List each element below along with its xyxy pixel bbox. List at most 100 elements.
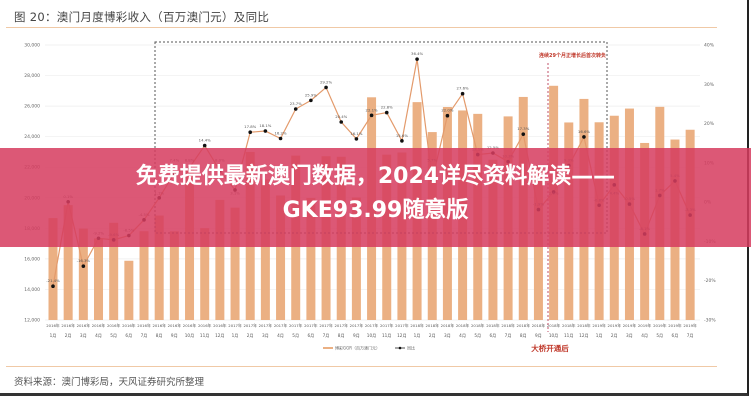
yoy-data-label: 23.7%: [290, 101, 302, 106]
x-tick-year: 2016年: [152, 323, 166, 328]
left-axis-tick: 26,000: [24, 104, 40, 110]
bar-2016年4月: [94, 238, 104, 320]
x-tick-month: 11月: [382, 333, 392, 339]
yoy-point: [521, 132, 526, 136]
yoy-data-label: 36.4%: [411, 51, 423, 56]
right-axis-tick: -20%: [704, 278, 716, 284]
x-tick-month: 2月: [611, 333, 618, 339]
x-tick-year: 2017年: [319, 323, 333, 328]
x-tick-month: 2月: [429, 333, 436, 339]
yoy-data-label: 20.4%: [335, 114, 347, 119]
yoy-data-label: -21.4%: [46, 278, 60, 283]
bar-2016年12月: [215, 199, 225, 320]
x-tick-month: 1月: [414, 333, 421, 339]
x-tick-year: 2017年: [365, 323, 379, 328]
x-tick-year: 2017年: [243, 323, 257, 328]
x-tick-month: 9月: [353, 333, 360, 339]
x-tick-month: 11月: [200, 333, 210, 339]
x-tick-year: 2017年: [395, 323, 409, 328]
yoy-point: [51, 284, 55, 289]
yoy-data-label: 17.3%: [517, 126, 529, 131]
x-tick-year: 2018年: [532, 323, 546, 328]
x-tick-month: 5月: [110, 333, 117, 339]
yoy-data-label: 16.2%: [275, 131, 287, 136]
bar-2017年9月: [351, 197, 361, 320]
x-tick-year: 2016年: [198, 323, 212, 328]
x-tick-month: 12月: [215, 333, 225, 339]
bar-2016年3月: [78, 228, 88, 320]
yoy-data-label: 14.4%: [199, 138, 211, 143]
overlay-line-2: GKE93.99随意版: [282, 198, 469, 223]
yoy-point: [582, 135, 586, 139]
x-tick-year: 2018年: [577, 323, 591, 328]
left-axis-tick: 28,000: [24, 73, 40, 79]
x-tick-year: 2017年: [380, 323, 394, 328]
x-tick-month: 11月: [564, 333, 574, 339]
x-tick-year: 2018年: [410, 323, 424, 328]
yoy-data-label: 25.9%: [305, 92, 317, 97]
annotation-bridge-note: 大桥开通后: [531, 343, 569, 353]
x-tick-year: 2019年: [638, 323, 652, 328]
footer-divider: [6, 366, 717, 367]
x-tick-month: 12月: [397, 333, 407, 339]
x-tick-month: 4月: [641, 333, 648, 339]
yoy-point: [369, 113, 374, 118]
yoy-point: [384, 110, 389, 115]
x-tick-year: 2017年: [228, 323, 242, 328]
x-tick-year: 2016年: [46, 323, 60, 328]
overlay-banner: [0, 148, 751, 247]
bar-2017年4月: [276, 195, 286, 320]
x-tick-month: 2月: [65, 333, 72, 339]
yoy-data-label: 17.8%: [244, 124, 256, 129]
x-tick-month: 3月: [80, 333, 87, 339]
x-tick-year: 2016年: [77, 323, 91, 328]
bar-2016年2月: [63, 205, 73, 320]
bar-2016年8月: [154, 215, 164, 320]
x-tick-month: 8月: [338, 333, 345, 339]
x-tick-year: 2018年: [547, 323, 561, 328]
yoy-point: [248, 130, 253, 135]
x-tick-year: 2017年: [334, 323, 348, 328]
x-tick-month: 2月: [247, 333, 254, 339]
title-divider: [6, 27, 717, 28]
x-tick-year: 2019年: [668, 323, 682, 328]
yoy-point: [309, 98, 313, 103]
yoy-data-label: -16.3%: [77, 258, 91, 263]
chart-title: 图 20：澳门月度博彩收入（百万澳门元）及同比: [14, 10, 270, 24]
yoy-data-label: 22.8%: [381, 105, 393, 110]
x-tick-year: 2016年: [183, 323, 197, 328]
x-tick-month: 4月: [459, 333, 466, 339]
x-tick-year: 2018年: [501, 323, 515, 328]
right-axis-tick: -30%: [704, 318, 716, 324]
left-axis-tick: 14,000: [24, 287, 40, 293]
x-tick-month: 6月: [307, 333, 314, 339]
x-tick-year: 2016年: [213, 323, 227, 328]
bar-2017年3月: [260, 179, 270, 320]
x-tick-month: 9月: [535, 333, 542, 339]
x-tick-month: 6月: [672, 333, 679, 339]
x-tick-year: 2016年: [168, 323, 182, 328]
left-axis-tick: 30,000: [24, 43, 40, 49]
bar-2016年9月: [169, 231, 179, 320]
left-axis-tick: 12,000: [24, 318, 40, 324]
bar-2017年6月: [306, 197, 316, 320]
yoy-data-label: 27.6%: [457, 86, 469, 91]
x-tick-month: 5月: [474, 333, 481, 339]
x-tick-month: 3月: [626, 333, 633, 339]
x-tick-month: 7月: [323, 333, 330, 339]
yoy-point: [324, 85, 328, 90]
x-tick-month: 10月: [367, 333, 377, 339]
x-tick-year: 2017年: [289, 323, 303, 328]
x-tick-year: 2018年: [562, 323, 576, 328]
yoy-data-label: 22.1%: [366, 107, 378, 112]
x-tick-year: 2017年: [259, 323, 273, 328]
x-tick-month: 1月: [50, 333, 57, 339]
x-tick-year: 2017年: [350, 323, 364, 328]
yoy-point: [354, 137, 359, 141]
x-tick-year: 2018年: [486, 323, 500, 328]
bar-2016年5月: [109, 222, 119, 320]
x-tick-year: 2018年: [441, 323, 455, 328]
yoy-data-label: 12.5%: [487, 145, 499, 150]
yoy-point: [460, 91, 465, 96]
overlay-line-2-row: GKE93.99随意版: [0, 194, 751, 228]
